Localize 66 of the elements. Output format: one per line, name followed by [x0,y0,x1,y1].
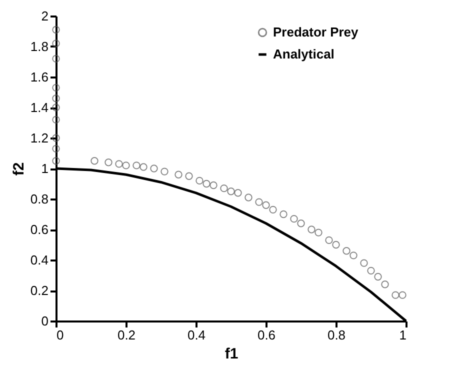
y-tick-label: 1.2 [30,130,48,146]
point [52,40,60,48]
x-tick-label: 0.6 [257,328,276,342]
point [308,226,316,234]
point [269,206,277,214]
point [227,188,235,196]
point [52,94,60,102]
point [280,210,288,218]
x-tick-label: 1 [399,328,406,342]
point [52,134,60,142]
x-tick-label: 0.4 [187,328,206,342]
point [210,181,218,190]
point [104,158,112,166]
point [325,236,333,244]
point [90,157,98,165]
y-tick-label: 0.2 [30,283,48,298]
point [398,291,406,299]
point [52,84,60,92]
point [174,170,182,178]
point [374,272,382,281]
point [52,144,60,153]
y-tick-label: 0.4 [30,252,48,268]
y-tick-label: 2 [41,8,48,24]
point [202,180,210,188]
point [332,240,340,249]
y-tick-label: 1.8 [30,39,48,54]
point [52,26,60,34]
point [160,168,168,176]
legend-label: Predator Prey [273,24,360,40]
point [140,163,148,171]
point [220,184,228,192]
x-tick-label: 0.8 [327,328,346,342]
point [244,194,252,202]
y-tick-label: 0.6 [30,222,48,237]
point [342,247,350,255]
point [350,252,358,260]
point [262,201,270,209]
point [367,266,375,275]
point [150,164,158,172]
y-tick-label: 1 [41,161,48,176]
point [52,54,60,63]
point [52,116,60,124]
point [196,176,204,185]
point [52,104,60,112]
point [255,198,263,206]
point [52,157,60,165]
point [314,228,322,236]
y-tick-label: 1.6 [30,70,48,84]
point [185,172,193,180]
y-tick-label: 0 [41,314,48,328]
point [392,291,400,299]
point [115,160,123,168]
x-tick-label: 0.2 [117,328,136,342]
point [132,162,140,170]
point [290,214,298,223]
y-axis-title: f2 [10,162,28,176]
point [122,162,130,170]
legend-label: Analytical [273,46,334,62]
x-axis-title: f1 [224,346,238,362]
point [360,259,368,267]
y-tick-label: 1.4 [30,100,48,115]
x-tick-label: 0 [56,328,64,342]
point [381,280,389,288]
point [297,220,305,228]
point [234,189,242,197]
y-tick-label: 0.8 [30,192,48,206]
